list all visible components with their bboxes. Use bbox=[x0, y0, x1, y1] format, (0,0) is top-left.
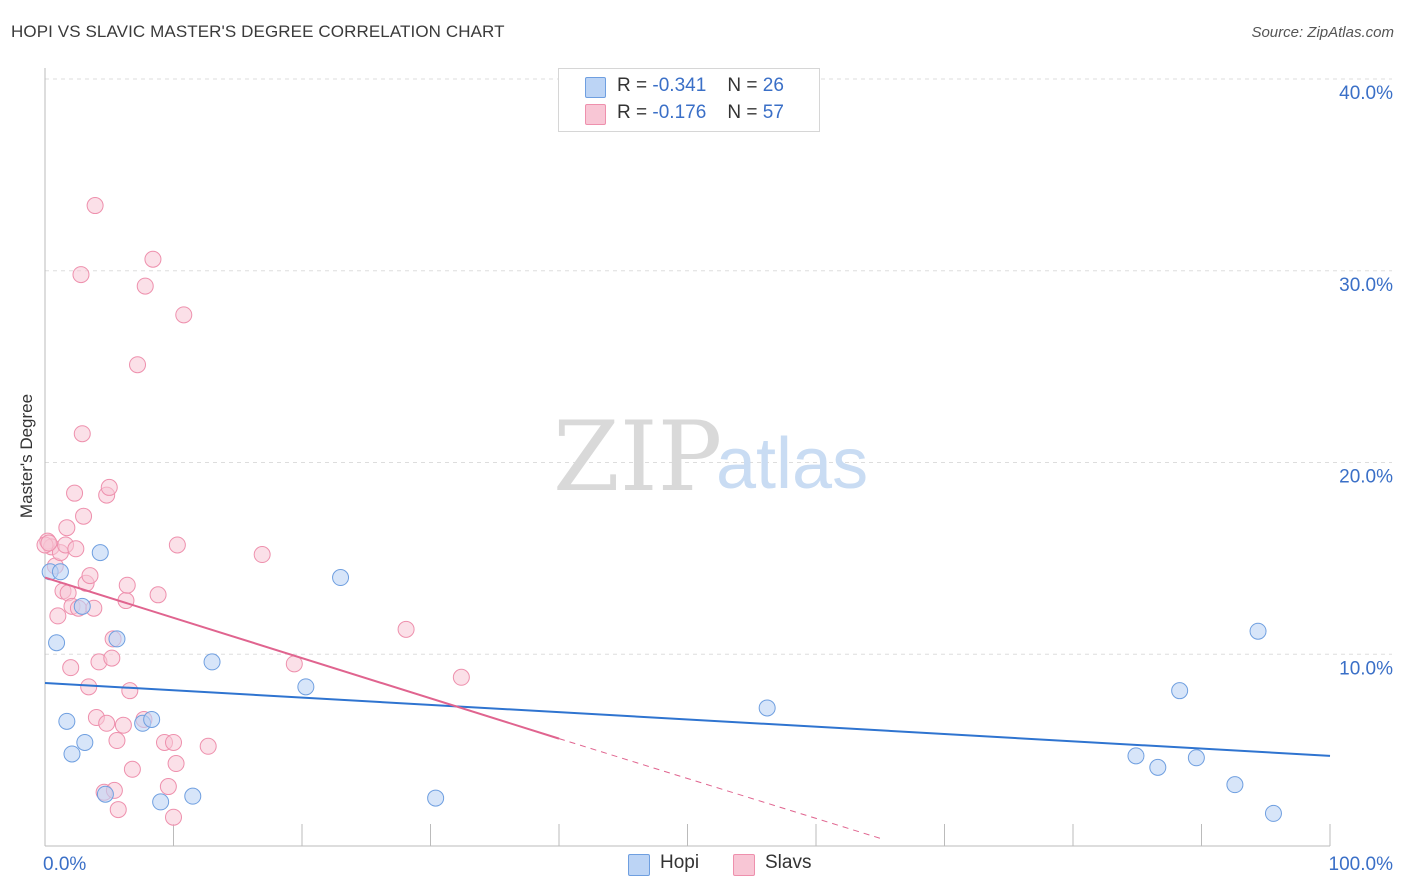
bottom-slavs-swatch bbox=[733, 854, 755, 876]
slavs-point bbox=[81, 567, 99, 585]
y-tick-label: 30.0% bbox=[1339, 275, 1393, 296]
slavs-point bbox=[118, 576, 136, 594]
slavs-trend-line bbox=[44, 576, 560, 740]
slavs-point bbox=[49, 607, 67, 625]
legend-slavs-text: R = -0.176 N = 57 bbox=[617, 102, 784, 124]
bottom-slavs-label: Slavs bbox=[765, 852, 812, 873]
y-tick-label: 40.0% bbox=[1339, 83, 1393, 104]
hopi-point bbox=[1171, 682, 1189, 700]
legend-hopi-text: R = -0.341 N = 26 bbox=[617, 75, 784, 97]
slavs-point bbox=[62, 659, 80, 677]
watermark: ZIP atlas bbox=[553, 401, 868, 513]
slavs-point bbox=[168, 536, 186, 554]
hopi-point bbox=[427, 789, 445, 807]
slavs-point bbox=[129, 356, 147, 374]
slavs-point bbox=[175, 306, 193, 324]
hopi-point bbox=[76, 733, 94, 751]
slavs-point bbox=[40, 534, 58, 552]
slavs-point bbox=[165, 733, 182, 751]
hopi-point bbox=[1127, 747, 1145, 765]
gridlines bbox=[45, 78, 1392, 655]
slavs-point bbox=[75, 507, 93, 525]
y-tick-label: 10.0% bbox=[1339, 658, 1393, 679]
hopi-point bbox=[48, 634, 66, 652]
slavs-point bbox=[136, 277, 154, 295]
watermark-zip: ZIP bbox=[553, 401, 722, 513]
slavs-point bbox=[159, 778, 177, 796]
hopi-point bbox=[108, 630, 126, 648]
hopi-point bbox=[758, 699, 776, 717]
legend-slavs-r-value: -0.176 bbox=[652, 102, 707, 123]
x-tick-label-max: 100.0% bbox=[1329, 854, 1394, 875]
hopi-point bbox=[51, 563, 69, 581]
slavs-point bbox=[397, 620, 415, 638]
hopi-point bbox=[152, 793, 170, 811]
hopi-point bbox=[297, 678, 315, 696]
slavs-point bbox=[103, 649, 121, 667]
slavs-point bbox=[167, 755, 185, 773]
hopi-point bbox=[203, 653, 221, 671]
legend-hopi-r-label: R = bbox=[617, 75, 648, 96]
hopi-point bbox=[332, 569, 350, 587]
y-tick-label: 20.0% bbox=[1339, 467, 1393, 488]
hopi-point bbox=[143, 710, 161, 728]
x-tick-label-min: 0.0% bbox=[43, 854, 86, 875]
axes bbox=[44, 68, 1331, 847]
legend-slavs-r-label: R = bbox=[617, 102, 648, 123]
slavs-point bbox=[58, 519, 76, 537]
slavs-point bbox=[123, 760, 141, 778]
tick-labels: 10.0% 20.0% 30.0% 40.0% 0.0% 100.0% bbox=[43, 83, 1393, 875]
hopi-point bbox=[1187, 749, 1205, 767]
hopi-point bbox=[1264, 804, 1282, 822]
hopi-point bbox=[96, 785, 114, 803]
hopi-point bbox=[1149, 758, 1167, 776]
slavs-point bbox=[149, 586, 167, 604]
slavs-point bbox=[86, 197, 104, 215]
legend-slavs-n-label: N = bbox=[727, 102, 758, 123]
legend-hopi-n-label: N = bbox=[727, 75, 758, 96]
hopi-point bbox=[58, 712, 76, 730]
slavs-point bbox=[109, 801, 127, 819]
slavs-point bbox=[121, 682, 139, 700]
source-label: Source: ZipAtlas.com bbox=[1251, 24, 1394, 41]
legend-hopi-n-value: 26 bbox=[762, 75, 784, 96]
hopi-trend-line bbox=[44, 682, 1331, 757]
correlation-legend: R = -0.341 N = 26 R = -0.176 N = 57 bbox=[558, 68, 820, 132]
slavs-trend-extension bbox=[558, 738, 881, 839]
trend-lines bbox=[44, 576, 1331, 839]
slavs-point bbox=[80, 678, 98, 696]
slavs-point bbox=[108, 732, 126, 750]
slavs-point bbox=[114, 716, 132, 734]
hopi-point bbox=[63, 745, 81, 763]
slavs-point bbox=[452, 668, 470, 686]
slavs-point bbox=[73, 425, 91, 443]
slavs-point bbox=[144, 250, 162, 268]
bottom-hopi-swatch bbox=[628, 854, 650, 876]
slavs-point bbox=[165, 808, 182, 826]
bottom-hopi-label: Hopi bbox=[660, 852, 700, 873]
hopi-point bbox=[1226, 776, 1244, 794]
watermark-atlas: atlas bbox=[716, 424, 868, 504]
legend-hopi-r-value: -0.341 bbox=[652, 75, 707, 96]
slavs-swatch bbox=[585, 104, 606, 125]
hopi-point bbox=[1249, 622, 1267, 640]
slavs-point bbox=[199, 737, 217, 755]
hopi-swatch bbox=[585, 77, 606, 98]
slavs-points bbox=[36, 197, 470, 826]
hopi-point bbox=[184, 787, 202, 805]
slavs-point bbox=[253, 546, 271, 564]
chart-title: HOPI VS SLAVIC MASTER'S DEGREE CORRELATI… bbox=[11, 22, 505, 41]
slavs-point bbox=[72, 266, 90, 284]
slavs-point bbox=[66, 484, 84, 502]
y-axis-label: Master's Degree bbox=[17, 393, 36, 519]
slavs-point bbox=[98, 714, 116, 732]
hopi-point bbox=[91, 544, 109, 562]
hopi-point bbox=[73, 597, 91, 615]
slavs-point bbox=[100, 478, 118, 496]
legend-slavs-n-value: 57 bbox=[762, 102, 784, 123]
hopi-points bbox=[41, 544, 1282, 822]
slavs-point bbox=[67, 540, 85, 558]
